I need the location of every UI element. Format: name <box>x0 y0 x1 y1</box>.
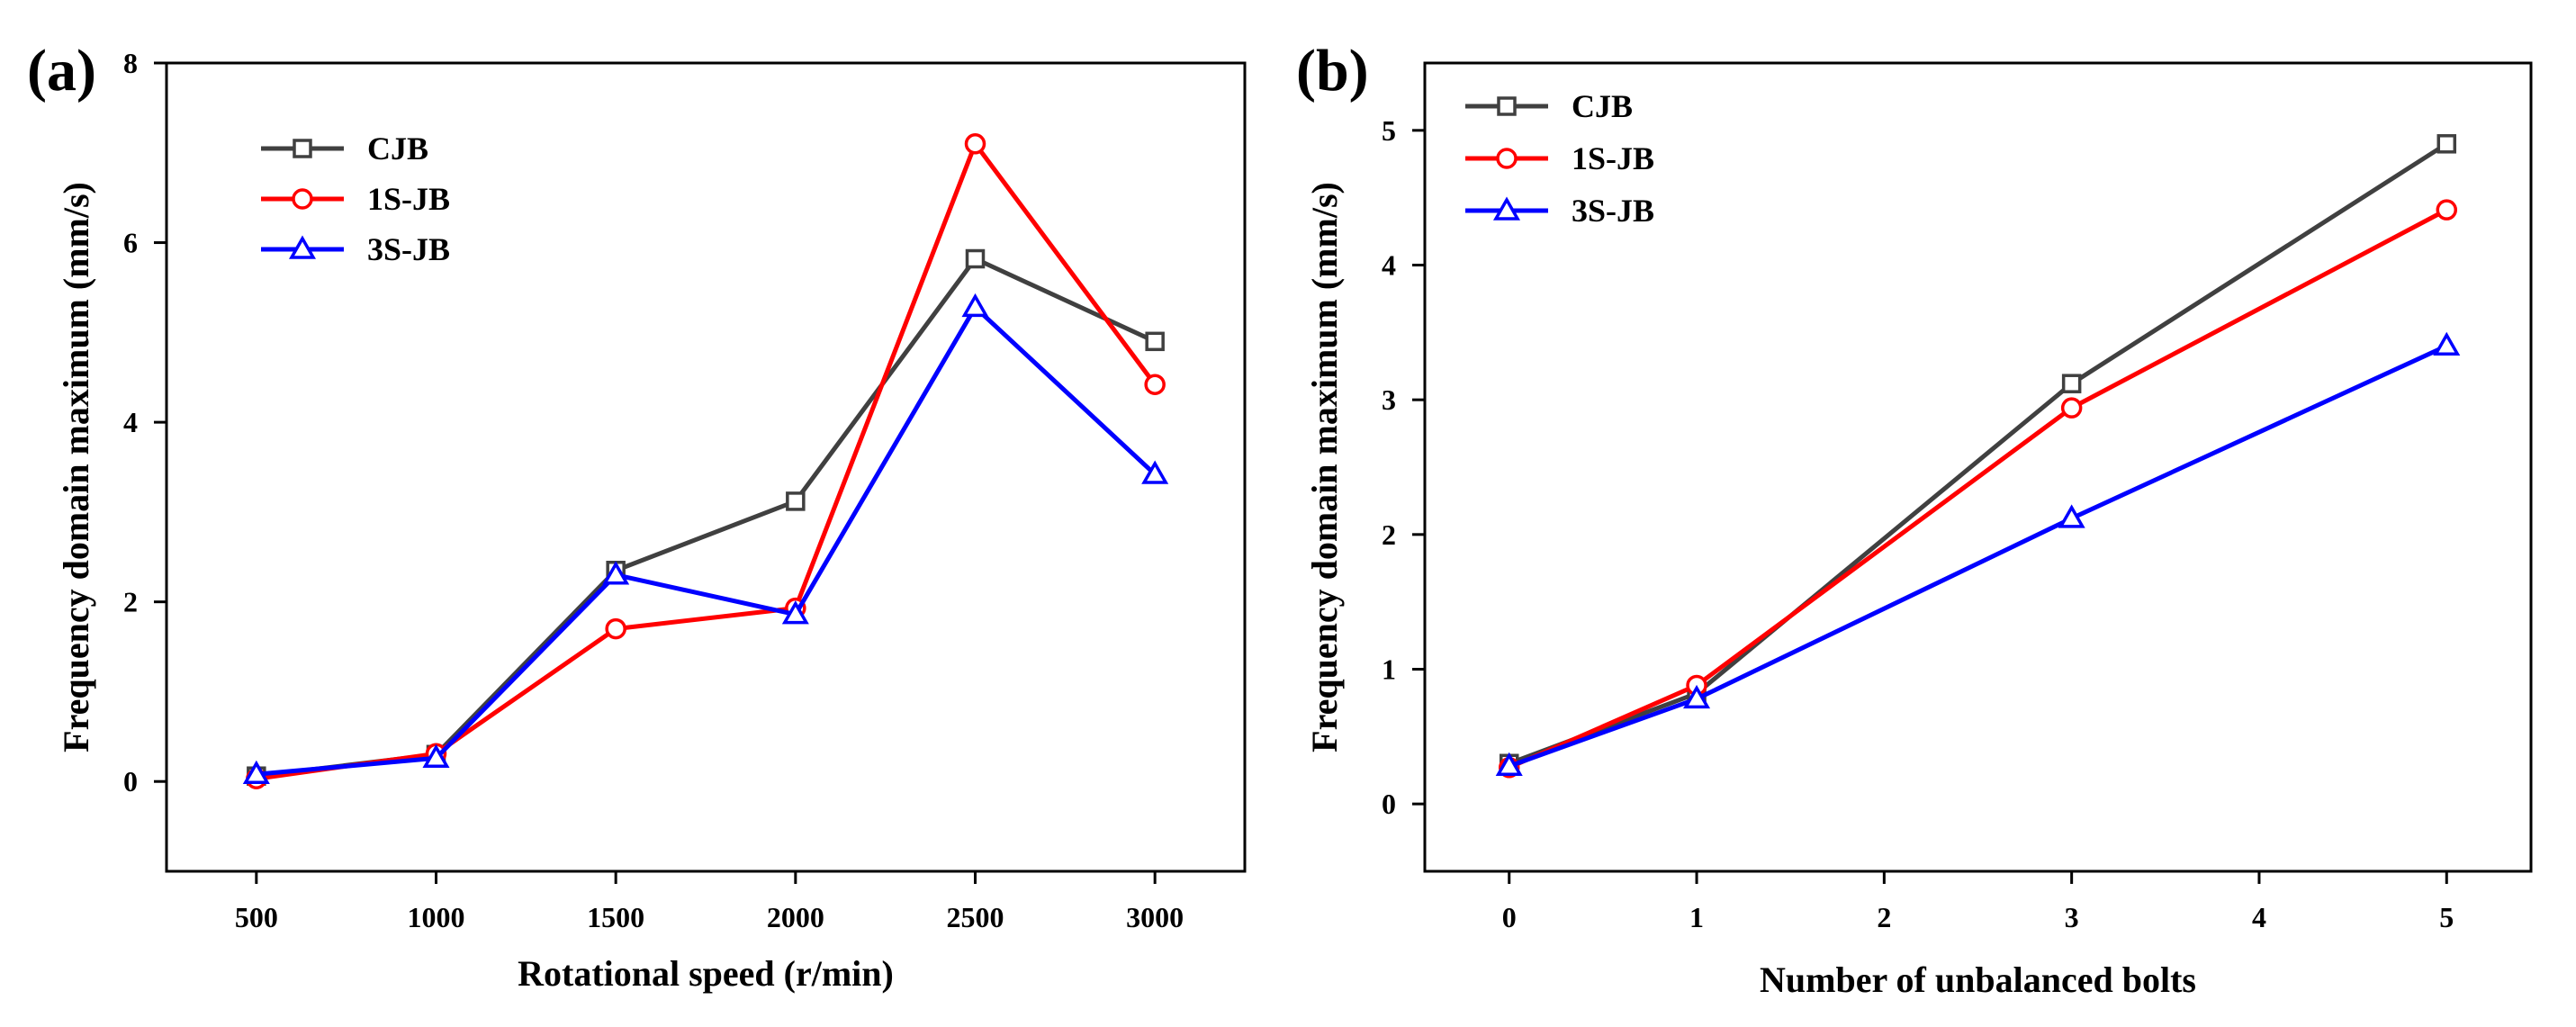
data-point <box>2436 199 2458 221</box>
data-point <box>242 760 270 784</box>
x-axis-label: Rotational speed (r/min) <box>518 953 894 994</box>
legend-label: CJB <box>367 131 428 167</box>
y-tick-label: 1 <box>1382 653 1396 686</box>
x-tick-label: 1 <box>1689 901 1704 933</box>
legend: CJB 1S-JB 3S-JB <box>1465 88 1654 229</box>
legend-label: 3S-JB <box>1572 193 1654 229</box>
series-cjb <box>247 248 1165 786</box>
chart-panel-a: 500 1000 1500 2000 2500 3000 0 2 4 6 8 Rotational s… <box>27 38 1247 994</box>
series-line <box>1508 141 2448 766</box>
series-3s-jb <box>242 293 1169 784</box>
legend: CJB 1S-JB 3S-JB <box>261 131 450 267</box>
series-line <box>256 257 1157 779</box>
plot-frame <box>165 61 1247 873</box>
series-1s-jb <box>1498 199 2458 779</box>
x-tick-label: 2 <box>1877 901 1891 933</box>
x-tick-label: 1500 <box>587 901 644 933</box>
data-point <box>2058 504 2085 528</box>
data-point <box>602 561 630 585</box>
y-tick-label: 4 <box>123 406 138 438</box>
x-tick-label: 1000 <box>408 901 465 933</box>
chart-panel-b: 0 1 2 3 4 5 0 1 2 3 4 5 Number of unbalanced bolts Fr… <box>1296 38 2533 1000</box>
data-point <box>961 293 989 318</box>
series-cjb <box>1499 134 2457 774</box>
x-tick-label: 3000 <box>1126 901 1184 933</box>
x-tick-label: 2500 <box>947 901 1004 933</box>
legend-label: 3S-JB <box>367 231 450 267</box>
x-tick-label: 3 <box>2065 901 2079 933</box>
data-point <box>2436 134 2457 154</box>
y-axis-label: Frequency domain maximum (mm/s) <box>1304 182 1345 752</box>
x-tick-label: 2000 <box>767 901 824 933</box>
legend-marker <box>1497 96 1517 116</box>
series-line <box>1508 207 2448 770</box>
legend-marker <box>1492 196 1521 221</box>
data-point <box>786 491 806 511</box>
x-axis-label: Number of unbalanced bolts <box>1760 959 2196 1000</box>
y-tick-label: 3 <box>1382 383 1396 416</box>
data-point <box>965 248 986 269</box>
y-tick-label: 0 <box>1382 788 1396 820</box>
y-tick-label: 0 <box>123 765 138 797</box>
data-point <box>1145 331 1165 352</box>
plot-frame <box>1423 61 2533 873</box>
y-tick-label: 8 <box>123 47 138 79</box>
data-point <box>964 133 986 155</box>
panel-label: (b) <box>1296 38 1369 104</box>
data-point <box>2060 397 2083 419</box>
data-point <box>1144 374 1166 395</box>
data-point <box>781 600 809 625</box>
legend-label: 1S-JB <box>367 181 450 217</box>
y-tick-label: 2 <box>123 586 138 618</box>
data-point <box>1495 752 1523 777</box>
x-tick-label: 4 <box>2252 901 2266 933</box>
x-tick-label: 0 <box>1502 901 1517 933</box>
data-point <box>2433 331 2461 356</box>
data-point <box>1141 460 1169 484</box>
series-3s-jb <box>1495 331 2461 777</box>
x-tick-label: 5 <box>2439 901 2454 933</box>
series-line <box>256 141 1157 781</box>
data-point <box>2061 374 2082 393</box>
y-tick-label: 4 <box>1382 249 1396 282</box>
legend-marker <box>1496 148 1518 169</box>
legend-marker <box>288 235 317 259</box>
series-line <box>256 304 1157 777</box>
data-point <box>605 617 626 640</box>
data-point <box>422 743 450 769</box>
legend-label: CJB <box>1572 88 1633 124</box>
panel-label: (a) <box>27 38 96 104</box>
series-line <box>1508 344 2448 769</box>
legend-label: 1S-JB <box>1572 140 1654 176</box>
y-tick-label: 2 <box>1382 518 1396 551</box>
legend-marker <box>292 188 313 210</box>
x-tick-label: 500 <box>235 901 278 933</box>
data-point <box>1683 684 1711 709</box>
y-tick-label: 5 <box>1382 114 1396 147</box>
legend-marker <box>293 139 312 158</box>
y-axis-label: Frequency domain maximum (mm/s) <box>56 182 96 752</box>
y-tick-label: 6 <box>123 227 138 259</box>
